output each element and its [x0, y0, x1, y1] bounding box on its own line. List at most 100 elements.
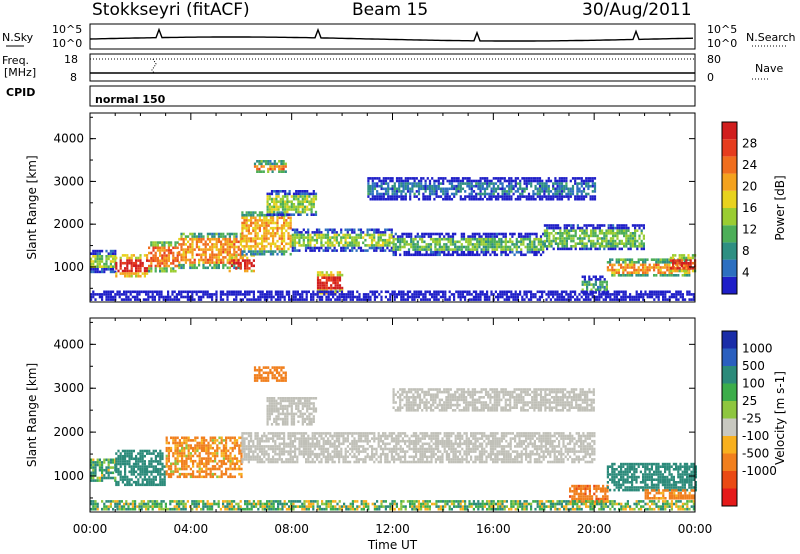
power-cell [231, 243, 234, 246]
power-cell [165, 256, 168, 260]
power-cell [303, 195, 307, 198]
power-cell [438, 243, 441, 246]
power-cell [526, 237, 529, 241]
power-cell [158, 293, 161, 296]
power-cell [457, 290, 460, 294]
power-cell [154, 264, 157, 268]
power-cell [547, 293, 550, 296]
power-cell [605, 229, 608, 232]
power-cell [131, 295, 134, 299]
velocity-cell [167, 441, 170, 445]
power-cell [189, 263, 192, 267]
power-cell [123, 290, 126, 294]
power-cell [101, 298, 104, 301]
power-cell [501, 190, 504, 193]
velocity-cell [176, 444, 179, 447]
velocity-cell [159, 454, 162, 458]
power-cell [135, 269, 138, 273]
power-cell [304, 231, 308, 234]
power-cell [265, 224, 268, 227]
power-cell [351, 249, 354, 252]
velocity-cell [198, 454, 201, 458]
power-cell [688, 271, 691, 274]
power-cell [156, 249, 159, 252]
power-cell [319, 292, 322, 295]
velocity-cell [189, 452, 192, 455]
power-cell [614, 239, 617, 243]
power-cell [428, 298, 431, 301]
power-cell [323, 276, 326, 279]
power-cell [467, 237, 470, 241]
power-cell [184, 256, 187, 259]
power-cell [533, 243, 536, 246]
power-cell [636, 239, 639, 243]
power-cell [326, 244, 330, 247]
power-cell [489, 240, 492, 244]
power-cell [289, 245, 292, 248]
power-cell [505, 197, 509, 201]
velocity-cell [159, 475, 162, 479]
power-cell [98, 257, 101, 261]
freq-frame [89, 53, 696, 82]
power-cell [295, 205, 298, 209]
power-cell [429, 245, 433, 249]
power-cell [688, 274, 691, 277]
power-cell [598, 226, 601, 230]
power-cell [454, 248, 457, 251]
power-cell [90, 257, 93, 261]
power-cell [276, 245, 279, 248]
power-cell [246, 259, 249, 262]
power-cell [252, 293, 255, 296]
power-cell [466, 195, 469, 198]
power-cell [552, 247, 555, 251]
power-cell [627, 234, 630, 238]
power-cell [303, 192, 307, 196]
power-cell [571, 177, 575, 180]
power-cell [552, 187, 555, 191]
velocity-cell [128, 480, 131, 484]
power-cell [161, 241, 164, 244]
power-cell [333, 236, 336, 239]
power-cell [561, 239, 564, 243]
power-cell [674, 261, 677, 265]
power-cell [426, 197, 429, 201]
power-cell [616, 237, 619, 240]
power-cell [557, 237, 560, 240]
power-cell [616, 229, 619, 232]
power-cell [520, 250, 523, 254]
power-cell [437, 298, 440, 301]
power-cell [407, 248, 411, 251]
power-cell [560, 187, 564, 191]
velocity-cell [126, 449, 129, 453]
power-cell [107, 268, 110, 271]
power-cell [180, 295, 183, 299]
power-cell [560, 195, 564, 198]
velocity-cell [211, 446, 214, 450]
power-cell [478, 240, 481, 244]
power-cell [539, 243, 543, 246]
power-cell [267, 237, 270, 240]
power-cell [624, 268, 627, 272]
power-cell [154, 259, 157, 263]
power-cell [414, 245, 417, 249]
power-cell [556, 298, 559, 301]
power-cell [634, 224, 637, 227]
power-cell [470, 184, 473, 188]
power-cell [386, 228, 389, 232]
power-cell [495, 240, 499, 244]
velocity-cell [241, 434, 244, 438]
power-cell [510, 187, 513, 191]
power-cell [482, 240, 485, 244]
power-cell [327, 295, 330, 299]
power-cell [316, 281, 320, 285]
power-cell [398, 184, 401, 188]
power-cell [146, 254, 149, 257]
power-cell [576, 237, 579, 240]
power-cell [92, 270, 95, 274]
power-cell [479, 179, 482, 183]
power-cell [517, 235, 521, 238]
velocity-cell [135, 480, 138, 484]
power-cell [336, 298, 339, 301]
power-cell [298, 249, 301, 252]
power-cell [263, 237, 266, 240]
